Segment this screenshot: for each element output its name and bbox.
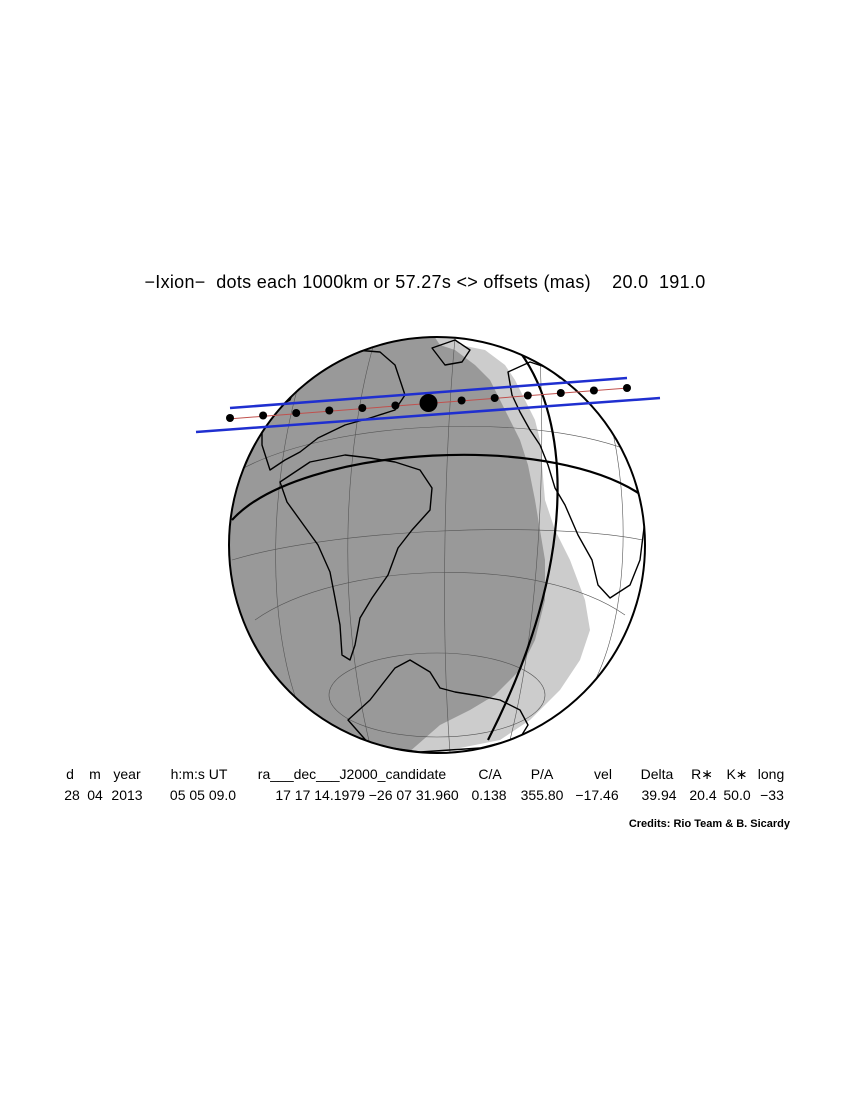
track-dot [589, 386, 598, 395]
credits-text: Credits: Rio Team & B. Sicardy [628, 818, 790, 830]
shadow-limit-north [229, 376, 628, 410]
shadow-track [195, 376, 661, 434]
track-dot [523, 391, 532, 400]
terminator-lines [231, 351, 645, 741]
shadow-limit-south [195, 396, 661, 434]
track-dot [457, 396, 466, 405]
graticule [231, 337, 644, 753]
antarctica-coast [347, 659, 529, 753]
greenland-coast [431, 339, 471, 366]
track-dot [358, 404, 367, 412]
track-dot [325, 406, 334, 415]
track-dot [490, 394, 499, 402]
track-dot [259, 411, 268, 420]
track-dot [391, 401, 400, 410]
track-dot [556, 389, 565, 397]
track-dot [226, 414, 234, 422]
globe-outline [228, 336, 646, 754]
track-dot [292, 409, 301, 417]
plot-title: −Ixion− dots each 1000km or 57.27s <> of… [144, 272, 706, 292]
track-dot [623, 384, 631, 392]
closest-approach-dot [419, 394, 438, 412]
